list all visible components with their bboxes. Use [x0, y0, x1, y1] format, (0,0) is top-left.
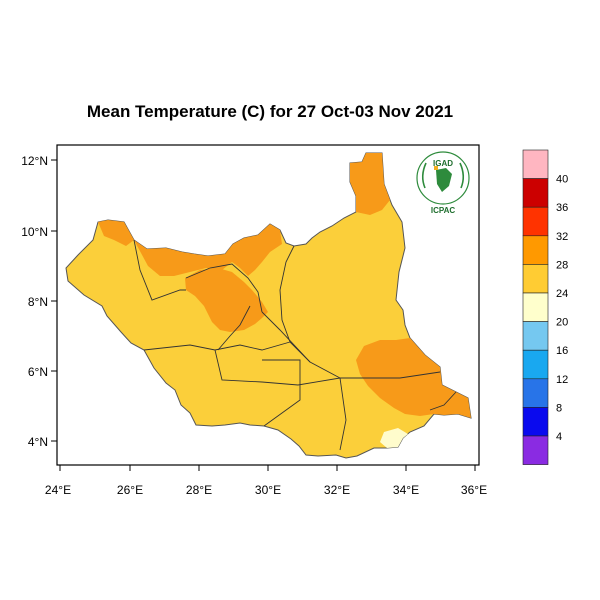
- map-title: Mean Temperature (C) for 27 Oct-03 Nov 2…: [86, 102, 454, 121]
- y-tick-label: 8°N: [28, 295, 48, 309]
- x-tick-label: 24°E: [45, 483, 71, 497]
- y-tick-label: 12°N: [21, 154, 48, 168]
- legend-color-box: [522, 264, 549, 294]
- legend-label: 36: [556, 202, 568, 214]
- x-tick-label: 30°E: [255, 483, 281, 497]
- x-tick-label: 28°E: [186, 483, 212, 497]
- y-tick-label: 10°N: [21, 225, 48, 239]
- legend-color-box: [522, 435, 549, 465]
- cool-zone: [380, 428, 408, 448]
- y-tick-label: 6°N: [28, 365, 48, 379]
- legend-colorbar: [522, 149, 549, 465]
- x-tick-label: 34°E: [393, 483, 419, 497]
- legend-label: 28: [556, 259, 568, 271]
- y-axis-ticks: [51, 159, 57, 442]
- x-axis-ticks: [59, 465, 476, 471]
- legend-color-box: [522, 178, 549, 208]
- legend-label: 32: [556, 231, 568, 243]
- legend-color-box: [522, 292, 549, 322]
- legend-label: 4: [556, 431, 562, 443]
- legend-label: 20: [556, 317, 568, 329]
- x-tick-label: 36°E: [461, 483, 487, 497]
- legend-label: 24: [556, 288, 568, 300]
- legend-color-box: [522, 349, 549, 380]
- legend-color-box: [522, 235, 549, 265]
- legend-label: 8: [556, 402, 562, 414]
- legend-color-box: [522, 407, 549, 437]
- legend-color-box: [522, 149, 549, 179]
- legend-color-box: [522, 321, 549, 351]
- logo-text-igad: IGAD: [433, 159, 453, 168]
- legend-label: 40: [556, 174, 568, 186]
- legend-color-box: [522, 378, 549, 408]
- state-boundaries: [133, 239, 457, 451]
- legend-color-box: [522, 206, 549, 237]
- warm-zones: [98, 153, 471, 418]
- logo-text-icpac: ICPAC: [431, 206, 456, 215]
- y-tick-label: 4°N: [28, 435, 48, 449]
- x-tick-label: 26°E: [117, 483, 143, 497]
- x-tick-label: 32°E: [324, 483, 350, 497]
- igad-icpac-logo: IGAD ICPAC: [416, 151, 470, 215]
- legend-label: 12: [556, 374, 568, 386]
- legend-label: 16: [556, 345, 568, 357]
